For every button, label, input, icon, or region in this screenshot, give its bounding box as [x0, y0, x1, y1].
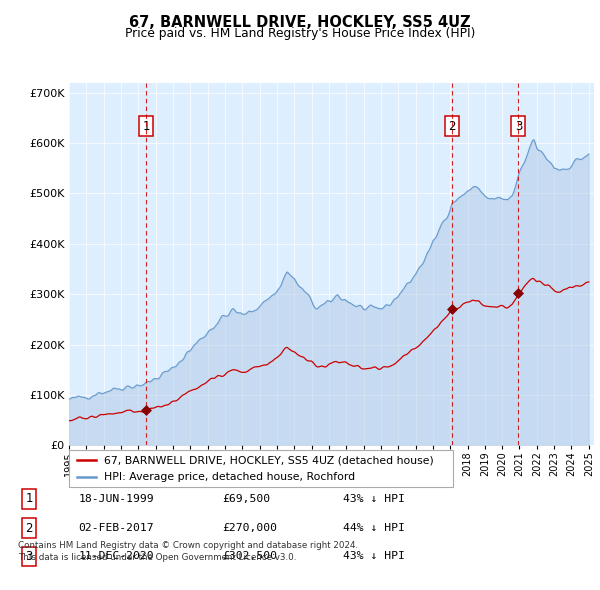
Text: 3: 3 — [26, 550, 33, 563]
FancyBboxPatch shape — [69, 450, 453, 487]
Text: HPI: Average price, detached house, Rochford: HPI: Average price, detached house, Roch… — [104, 472, 355, 482]
Text: 18-JUN-1999: 18-JUN-1999 — [78, 494, 154, 504]
Text: 02-FEB-2017: 02-FEB-2017 — [78, 523, 154, 533]
Text: Price paid vs. HM Land Registry's House Price Index (HPI): Price paid vs. HM Land Registry's House … — [125, 27, 475, 40]
Text: 67, BARNWELL DRIVE, HOCKLEY, SS5 4UZ: 67, BARNWELL DRIVE, HOCKLEY, SS5 4UZ — [129, 15, 471, 30]
Text: 43% ↓ HPI: 43% ↓ HPI — [343, 494, 405, 504]
Text: £270,000: £270,000 — [222, 523, 277, 533]
Text: 2: 2 — [26, 522, 33, 535]
Text: 43% ↓ HPI: 43% ↓ HPI — [343, 552, 405, 562]
Text: 2: 2 — [448, 120, 455, 133]
Text: £302,500: £302,500 — [222, 552, 277, 562]
Text: 11-DEC-2020: 11-DEC-2020 — [78, 552, 154, 562]
Text: Contains HM Land Registry data © Crown copyright and database right 2024.: Contains HM Land Registry data © Crown c… — [18, 541, 358, 550]
Text: 1: 1 — [26, 492, 33, 506]
Text: £69,500: £69,500 — [222, 494, 271, 504]
Text: 3: 3 — [515, 120, 522, 133]
Text: This data is licensed under the Open Government Licence v3.0.: This data is licensed under the Open Gov… — [18, 553, 296, 562]
Text: 1: 1 — [143, 120, 150, 133]
Text: 44% ↓ HPI: 44% ↓ HPI — [343, 523, 405, 533]
Text: 67, BARNWELL DRIVE, HOCKLEY, SS5 4UZ (detached house): 67, BARNWELL DRIVE, HOCKLEY, SS5 4UZ (de… — [104, 455, 433, 465]
